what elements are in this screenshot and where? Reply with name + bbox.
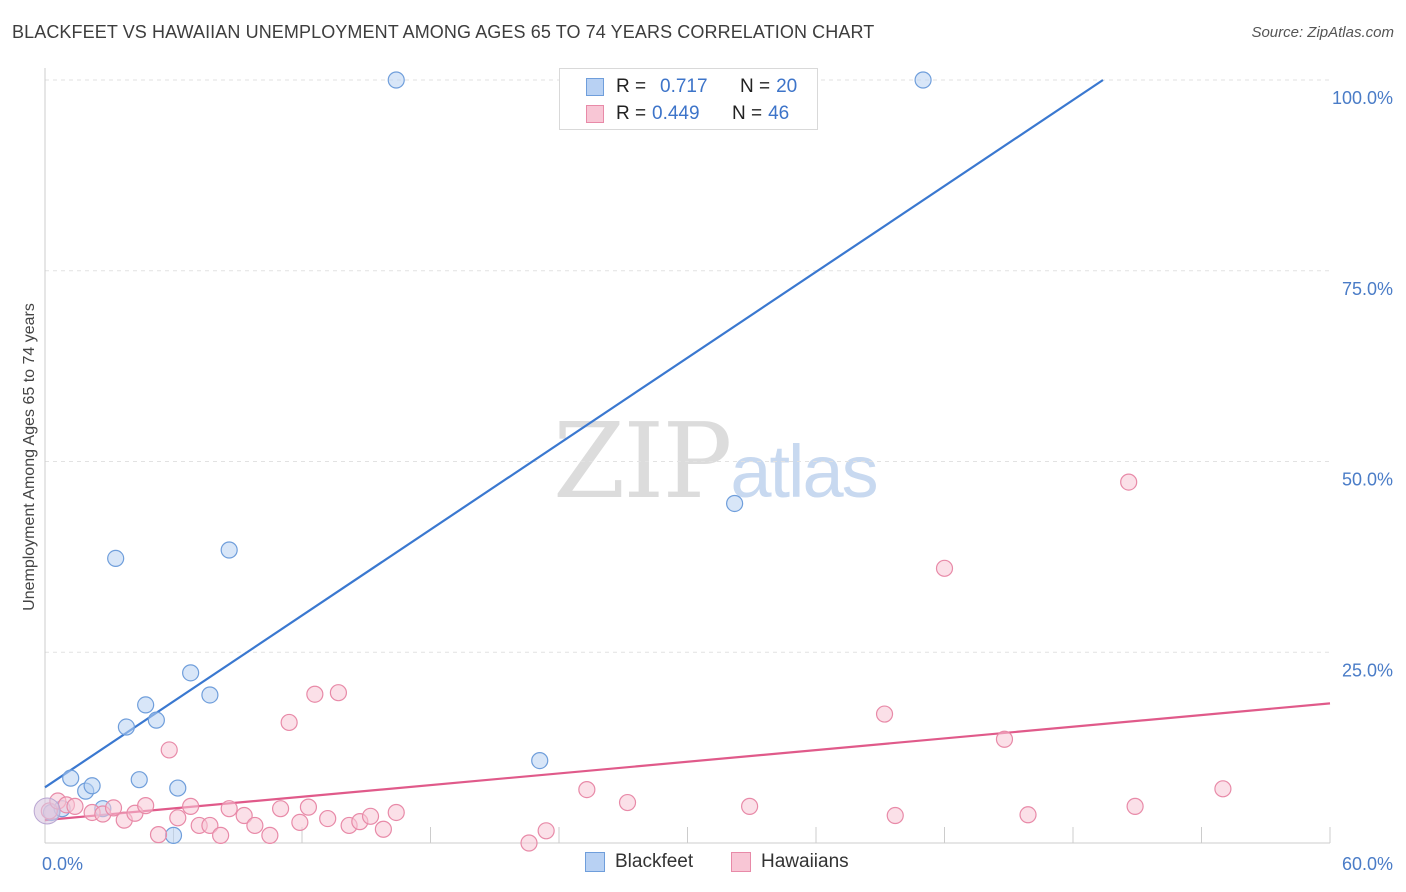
bottom-legend-label-hawaiians: Hawaiians: [761, 851, 849, 872]
trend-lines: [44, 79, 1331, 822]
point-hawaiians: [246, 816, 264, 835]
point-blackfeet: [147, 711, 165, 729]
point-hawaiians: [169, 809, 187, 827]
point-hawaiians: [935, 559, 954, 577]
point-hawaiians: [160, 741, 178, 759]
point-hawaiians: [1214, 780, 1232, 798]
point-blackfeet: [531, 751, 549, 770]
point-blackfeet: [220, 541, 238, 559]
legend-r-value: 0.449: [652, 103, 700, 124]
point-hawaiians: [235, 806, 253, 825]
x-tick-label-min: 0.0%: [42, 854, 83, 874]
point-hawaiians: [212, 826, 230, 844]
point-blackfeet: [117, 718, 135, 736]
legend-row-blackfeet: R = 0.717 N = 20: [586, 75, 797, 99]
tick-labels: 100.0% 75.0% 50.0% 25.0% 0.0% 60.0%: [42, 88, 1393, 874]
point-hawaiians: [361, 807, 380, 825]
point-hawaiians: [261, 826, 279, 844]
y-tick-label: 75.0%: [1342, 279, 1393, 299]
point-hawaiians: [741, 797, 759, 815]
legend-r-label: R =: [616, 103, 647, 124]
point-hawaiians: [280, 713, 298, 732]
point-hawaiians: [299, 798, 318, 816]
point-hawaiians: [306, 685, 324, 703]
y-tick-label: 50.0%: [1342, 470, 1393, 490]
point-hawaiians: [520, 834, 538, 852]
point-hawaiians: [66, 797, 84, 815]
point-hawaiians: [886, 806, 904, 825]
point-hawaiians: [537, 822, 555, 840]
legend-n-label: N =: [732, 103, 763, 124]
x-tick-label-max: 60.0%: [1342, 854, 1393, 874]
point-hawaiians: [271, 800, 290, 818]
point-hawaiians: [995, 730, 1014, 748]
axes: [44, 68, 1331, 844]
point-blackfeet: [169, 779, 187, 797]
point-blackfeet: [107, 549, 125, 568]
legend-r-value: 0.717: [660, 76, 708, 97]
trend-line-blackfeet: [44, 79, 1104, 789]
watermark-atlas: atlas: [730, 430, 878, 513]
point-hawaiians: [137, 797, 155, 815]
data-points: [33, 71, 1232, 852]
point-hawaiians: [1019, 806, 1037, 824]
legend-r-label: R =: [616, 76, 647, 97]
point-blackfeet: [83, 777, 101, 795]
point-blackfeet: [137, 696, 155, 714]
bottom-swatch-blackfeet: [585, 852, 605, 872]
bottom-legend-hawaiians: Hawaiians: [731, 851, 849, 873]
point-blackfeet: [387, 71, 405, 89]
point-cluster-origin: [33, 797, 61, 825]
point-hawaiians: [220, 800, 238, 818]
point-hawaiians: [1126, 797, 1144, 815]
point-hawaiians: [1120, 473, 1138, 491]
grid: [45, 79, 1330, 653]
bottom-swatch-hawaiians: [731, 852, 751, 872]
point-hawaiians: [374, 820, 392, 838]
point-hawaiians: [329, 684, 348, 702]
point-blackfeet: [182, 664, 200, 682]
chart-title: BLACKFEET VS HAWAIIAN UNEMPLOYMENT AMONG…: [12, 22, 875, 42]
point-hawaiians: [291, 813, 309, 831]
trend-line-hawaiians: [44, 702, 1331, 822]
point-hawaiians: [618, 793, 637, 812]
point-hawaiians: [875, 705, 894, 723]
point-hawaiians: [578, 780, 596, 799]
legend-n-value: 20: [776, 76, 798, 97]
point-blackfeet: [130, 771, 148, 789]
point-blackfeet: [726, 494, 744, 513]
point-hawaiians: [182, 797, 200, 815]
bottom-legend-label-blackfeet: Blackfeet: [615, 851, 694, 872]
point-hawaiians: [319, 809, 337, 828]
chart-source: Source: ZipAtlas.com: [1251, 24, 1394, 41]
point-blackfeet: [62, 769, 80, 787]
legend-swatch-blackfeet: [586, 78, 604, 96]
point-hawaiians: [387, 803, 405, 822]
correlation-legend: R = 0.717 N = 20 R = 0.449 N = 46: [559, 68, 818, 130]
bottom-legend-blackfeet: Blackfeet: [585, 851, 693, 873]
point-blackfeet: [914, 71, 932, 89]
legend-row-hawaiians: R = 0.449 N = 46: [586, 102, 789, 126]
y-tick-label: 25.0%: [1342, 660, 1393, 680]
point-hawaiians: [201, 816, 219, 835]
legend-n-label: N =: [740, 76, 771, 97]
point-blackfeet: [201, 686, 219, 704]
y-tick-label: 100.0%: [1332, 88, 1393, 108]
legend-swatch-hawaiians: [586, 105, 604, 123]
legend-n-value: 46: [768, 103, 790, 124]
y-axis-label: Unemployment Among Ages 65 to 74 years: [21, 303, 38, 611]
point-blackfeet: [164, 826, 183, 844]
point-hawaiians: [149, 826, 168, 844]
point-hawaiians: [104, 799, 123, 817]
